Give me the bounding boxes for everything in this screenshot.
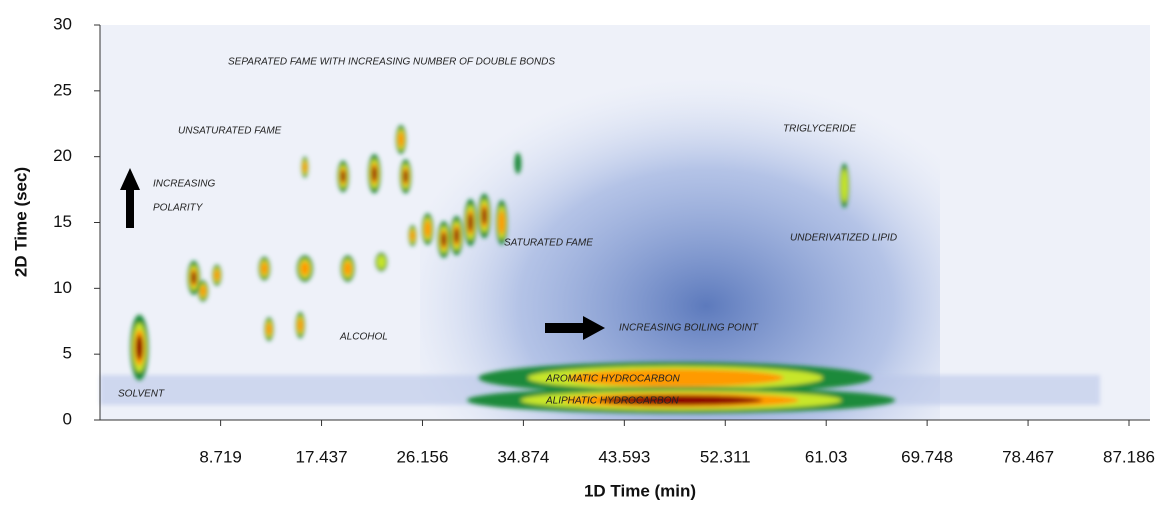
peak-core <box>468 213 473 232</box>
peak-core <box>567 369 784 387</box>
annotation: SEPARATED FAME WITH INCREASING NUMBER OF… <box>228 57 555 68</box>
peak-core <box>376 255 386 269</box>
y-tick-label: 5 <box>63 344 72 363</box>
x-tick-label: 87.186 <box>1103 447 1155 466</box>
peak-core <box>454 228 459 244</box>
annotation: INCREASING BOILING POINT <box>619 323 759 334</box>
y-tick-label: 15 <box>53 212 72 231</box>
peak-core <box>343 261 352 276</box>
peak-core <box>340 170 346 183</box>
peak-core <box>214 269 220 281</box>
peak-core <box>261 262 268 276</box>
y-tick-label: 20 <box>53 146 72 165</box>
x-tick-label: 69.748 <box>901 447 953 466</box>
x-tick-label: 26.156 <box>396 447 448 466</box>
peak-core <box>297 317 303 333</box>
annotation: INCREASING <box>153 179 215 190</box>
peak-core <box>840 168 848 203</box>
x-tick-label: 43.593 <box>598 447 650 466</box>
y-tick-label: 0 <box>63 409 72 428</box>
annotation: ALCOHOL <box>339 332 388 343</box>
peak <box>514 152 522 174</box>
x-tick-label: 52.311 <box>700 447 751 466</box>
y-tick-label: 25 <box>53 80 72 99</box>
peak-core <box>410 229 415 242</box>
x-tick-label: 17.437 <box>296 447 348 466</box>
annotation: POLARITY <box>153 203 204 214</box>
peak-core <box>424 220 431 238</box>
polarity-arrow <box>120 168 140 228</box>
peak-core <box>371 166 377 182</box>
annotation: SOLVENT <box>118 389 165 400</box>
peak-core <box>302 161 307 173</box>
y-axis-label: 2D Time (sec) <box>11 167 30 277</box>
annotation: ALIPHATIC HYDROCARBON <box>545 396 679 407</box>
x-tick-label: 78.467 <box>1002 447 1054 466</box>
peak-core <box>481 207 487 225</box>
peak-core <box>266 322 272 336</box>
peak-core <box>300 261 310 276</box>
y-tick-label: 30 <box>53 14 72 33</box>
peak-core <box>191 271 197 285</box>
annotation: TRIGLYCERIDE <box>783 124 856 135</box>
peak-core <box>403 169 408 183</box>
x-tick-label: 61.03 <box>805 447 848 466</box>
annotation: UNSATURATED FAME <box>178 126 282 137</box>
peak-core <box>441 232 447 247</box>
y-tick-label: 10 <box>53 278 72 297</box>
boiling-arrow <box>545 316 605 340</box>
x-tick-label: 8.719 <box>199 447 242 466</box>
annotation: AROMATIC HYDROCARBON <box>545 374 680 385</box>
annotation: SATURATED FAME <box>504 238 593 249</box>
x-tick-label: 34.874 <box>497 447 549 466</box>
peak-core <box>599 395 763 406</box>
annotation: UNDERIVATIZED LIPID <box>790 233 897 244</box>
peak-core <box>498 210 505 235</box>
x-axis-label: 1D Time (min) <box>584 481 696 500</box>
peak-core <box>200 285 206 297</box>
peak-core <box>135 335 143 361</box>
peak-core <box>398 131 404 148</box>
